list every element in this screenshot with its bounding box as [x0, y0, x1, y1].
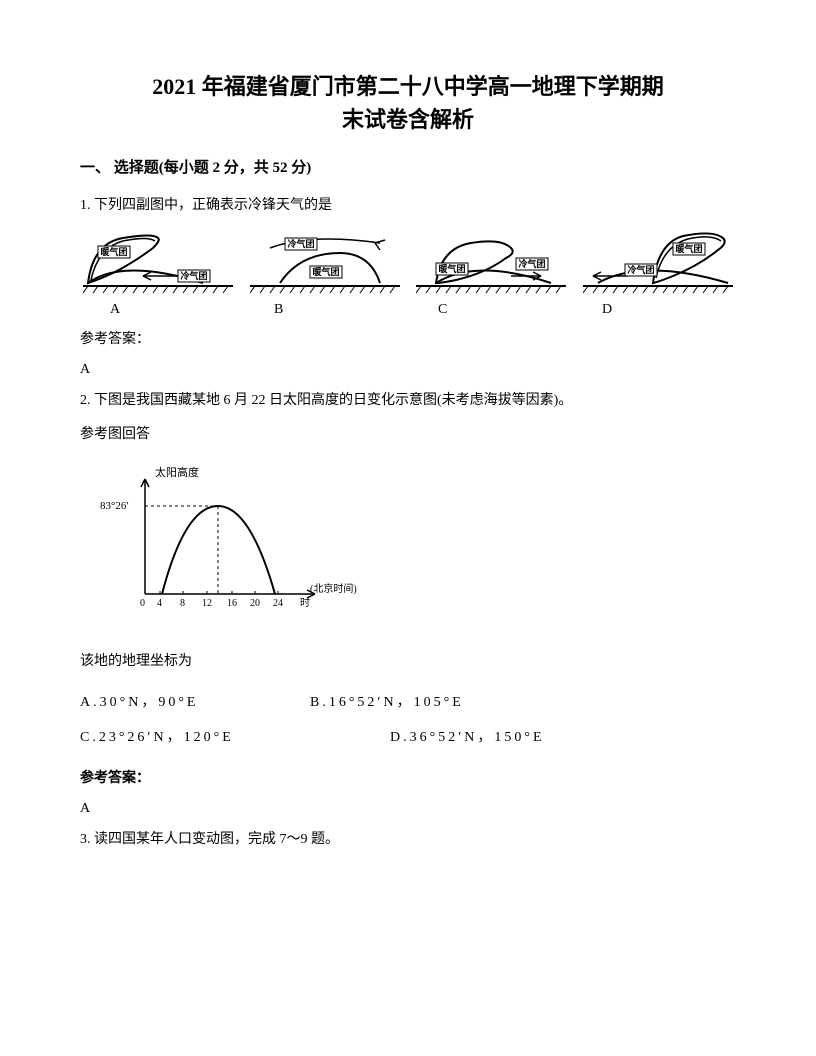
q2-option-d: D.36°52′N，150°E	[390, 720, 545, 755]
q2-option-c: C.23°26′N，120°E	[80, 720, 390, 755]
svg-text:冷气团: 冷气团	[627, 264, 654, 275]
svg-text:0: 0	[140, 598, 145, 609]
svg-text:暖气团: 暖气团	[101, 246, 128, 257]
diagram-d: 暖气团 冷气团	[580, 228, 737, 298]
svg-text:冷气团: 冷气团	[519, 258, 546, 269]
option-b-label: B	[244, 302, 408, 318]
diagram-b-svg: 冷气团 暖气团	[250, 228, 400, 298]
svg-text:24: 24	[273, 598, 283, 609]
section-header: 一、 选择题(每小题 2 分，共 52 分)	[80, 156, 736, 177]
svg-text:(北京时间): (北京时间)	[310, 582, 357, 595]
q2-answer: A	[80, 801, 736, 817]
diagram-d-svg: 暖气团 冷气团	[583, 228, 733, 298]
q2-answer-label: 参考答案：	[80, 767, 736, 787]
svg-text:暖气团: 暖气团	[312, 266, 339, 277]
q1-option-labels: A B C D	[80, 302, 736, 318]
option-c-label: C	[408, 302, 572, 318]
svg-text:12: 12	[202, 598, 212, 609]
q2-text2: 参考图回答	[80, 422, 736, 449]
title-line2: 末试卷含解析	[80, 103, 736, 136]
svg-text:太阳高度: 太阳高度	[155, 465, 199, 479]
option-d-label: D	[572, 302, 736, 318]
svg-text:16: 16	[227, 598, 237, 609]
svg-text:暖气团: 暖气团	[675, 243, 702, 254]
diagram-b: 冷气团 暖气团	[247, 228, 404, 298]
svg-text:冷气团: 冷气团	[287, 238, 314, 249]
q1-text: 1. 下列四副图中，正确表示冷锋天气的是	[80, 193, 736, 220]
q2-options: A.30°N，90°E B.16°52′N，105°E C.23°26′N，12…	[80, 685, 736, 755]
diagram-c: 暖气团 冷气团	[413, 228, 570, 298]
q2-option-a: A.30°N，90°E	[80, 685, 310, 720]
q1-answer-label: 参考答案：	[80, 328, 736, 348]
q1-answer: A	[80, 362, 736, 378]
svg-text:冷气团: 冷气团	[181, 270, 208, 281]
diagram-a: 暖气团 冷气团	[80, 228, 237, 298]
q2-chart: 太阳高度 83°26′ 0 4 8 12 16 20 24 (北京时间) 时	[100, 464, 736, 629]
title-line1: 2021 年福建省厦门市第二十八中学高一地理下学期期	[80, 70, 736, 103]
diagram-a-svg: 暖气团 冷气团	[83, 228, 233, 298]
svg-text:4: 4	[157, 598, 162, 609]
q3-text: 3. 读四国某年人口变动图，完成 7～9 题。	[80, 827, 736, 854]
q2-sub-question: 该地的地理坐标为	[80, 649, 736, 676]
svg-text:时: 时	[300, 597, 310, 609]
svg-text:8: 8	[180, 598, 185, 609]
q2-option-b: B.16°52′N，105°E	[310, 685, 464, 720]
svg-text:83°26′: 83°26′	[100, 500, 129, 512]
option-a-label: A	[80, 302, 244, 318]
svg-text:20: 20	[250, 598, 260, 609]
q1-diagrams: 暖气团 冷气团 冷气团 暖气团	[80, 228, 736, 298]
q2-text1: 2. 下图是我国西藏某地 6 月 22 日太阳高度的日变化示意图(未考虑海拔等因…	[80, 388, 736, 415]
diagram-c-svg: 暖气团 冷气团	[416, 228, 566, 298]
q2-chart-svg: 太阳高度 83°26′ 0 4 8 12 16 20 24 (北京时间) 时	[100, 464, 360, 624]
svg-text:暖气团: 暖气团	[439, 263, 466, 274]
